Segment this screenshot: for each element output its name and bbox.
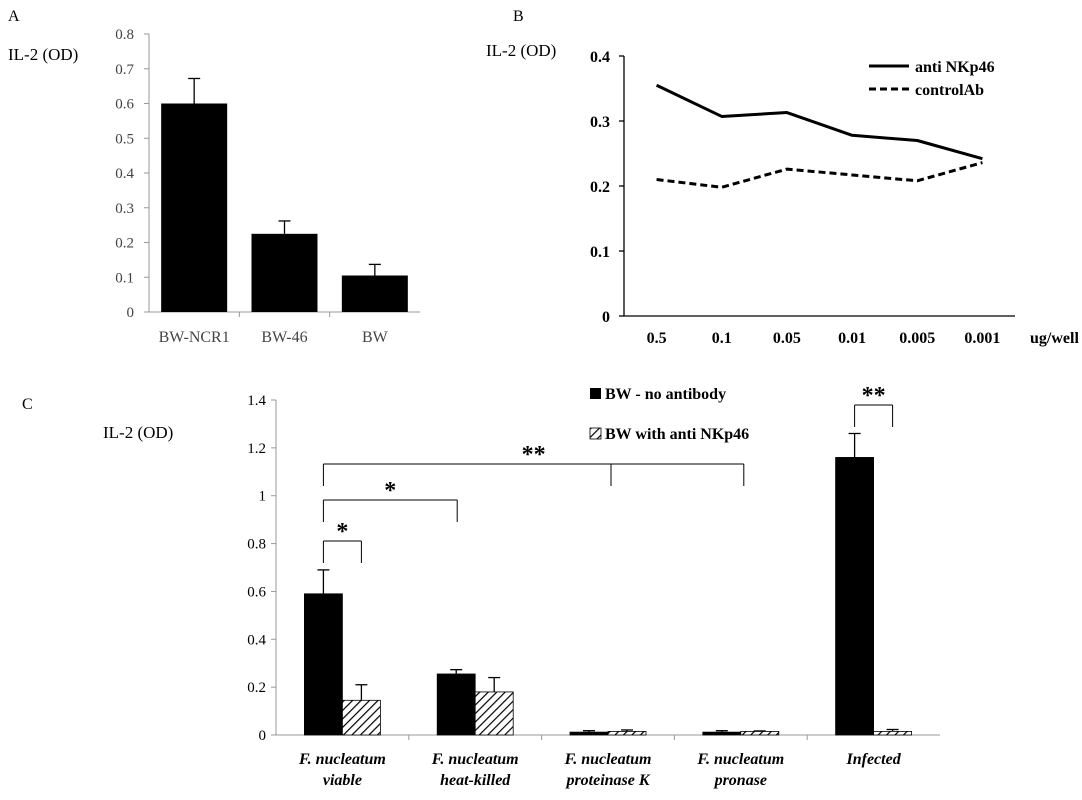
x-tick-label: pronase <box>713 772 767 789</box>
legend-label-anti-nkp46: anti NKp46 <box>915 59 995 76</box>
y-tick-label: 0.8 <box>115 27 134 43</box>
x-tick-label: 0.5 <box>647 330 667 347</box>
y-tick-label: 0.6 <box>115 97 134 113</box>
x-tick-label: BW-46 <box>261 329 307 346</box>
panel-c-letter: C <box>22 396 33 413</box>
bar-no-antibody <box>569 731 609 736</box>
legend-swatch-anti-nkp46 <box>589 427 602 440</box>
y-tick-label: 0.5 <box>115 131 134 147</box>
panel-c-chart: C IL-2 (OD) 0 0.2 0.4 0.6 0.8 1 1.2 1.4 F. nucle… <box>22 383 940 789</box>
x-tick-label: proteinase K <box>564 772 650 789</box>
panel-a-ylabel: IL-2 (OD) <box>8 45 78 64</box>
y-tick-label: 0.4 <box>247 632 266 648</box>
x-tick-label: 0.05 <box>773 330 801 347</box>
y-tick-label: 0.1 <box>115 270 134 286</box>
panel-b-letter: B <box>513 8 524 25</box>
legend-label-controlab: controlAb <box>915 82 984 99</box>
bar-with-anti-nkp46 <box>474 691 514 736</box>
y-tick-label: 0 <box>602 309 610 326</box>
y-tick-label: 0.3 <box>590 114 610 131</box>
bar-with-anti-nkp46 <box>341 699 381 736</box>
y-tick-label: 0.1 <box>590 244 610 261</box>
x-tick-label: 0.01 <box>838 330 866 347</box>
x-tick-label: 0.005 <box>899 330 935 347</box>
panel-b-chart: B IL-2 (OD) 0 0.1 0.2 0.3 0.4 0.5 0.1 0.05 0.01 0… <box>486 8 1079 347</box>
series-line-controlab <box>656 161 983 189</box>
significance-label: ** <box>862 383 886 409</box>
bar-with-anti-nkp46 <box>873 731 912 736</box>
bar <box>161 103 228 312</box>
panel-c-ylabel: IL-2 (OD) <box>103 423 173 442</box>
y-tick-label: 0.7 <box>115 62 134 78</box>
bar-no-antibody <box>835 457 874 736</box>
panel-a-letter: A <box>8 8 20 25</box>
y-tick-label: 0.8 <box>247 537 266 553</box>
panel-c-legend: BW - no antibody BW with anti NKp46 <box>589 386 749 443</box>
y-tick-label: 0 <box>259 728 267 744</box>
bar-no-antibody <box>436 673 476 736</box>
significance-label: ** <box>522 442 546 468</box>
bar-with-anti-nkp46 <box>607 731 647 736</box>
y-tick-label: 0.3 <box>115 201 134 217</box>
legend-swatch-no-antibody <box>590 388 601 399</box>
y-tick-label: 0 <box>127 305 135 321</box>
y-tick-label: 0.4 <box>115 166 134 182</box>
series-line-anti-nkp46 <box>655 83 983 161</box>
panel-b-ylabel: IL-2 (OD) <box>486 41 556 60</box>
x-tick-label: 0.001 <box>964 330 1000 347</box>
x-tick-label: 0.1 <box>712 330 732 347</box>
x-tick-label: viable <box>323 772 362 789</box>
significance-brackets: ****** <box>322 383 894 563</box>
x-tick-label: BW <box>362 329 389 346</box>
x-tick-label: BW-NCR1 <box>159 329 230 346</box>
y-tick-label: 1.2 <box>247 441 266 457</box>
bar-no-antibody <box>303 593 343 736</box>
bar-with-anti-nkp46 <box>740 731 780 736</box>
significance-label: * <box>384 478 396 504</box>
x-tick-label: F. nucleatum <box>564 751 652 768</box>
significance-label: * <box>336 519 348 545</box>
x-tick-label: F. nucleatum <box>696 751 784 768</box>
panel-a-chart: A IL-2 (OD) 0 0.1 0.2 0.3 0.4 0.5 0.6 0.7 0.8 BW… <box>8 8 420 346</box>
panel-b-legend: anti NKp46 controlAb <box>869 59 995 99</box>
bar <box>341 275 408 312</box>
x-tick-label: Infected <box>845 751 901 768</box>
legend-label-no-antibody: BW - no antibody <box>605 386 726 403</box>
x-tick-label: F. nucleatum <box>298 751 386 768</box>
legend-label-with-anti-nkp46: BW with anti NKp46 <box>605 426 749 443</box>
y-tick-label: 0.2 <box>590 179 610 196</box>
bar-no-antibody <box>702 731 742 736</box>
y-tick-label: 0.6 <box>247 584 266 600</box>
x-tick-label: F. nucleatum <box>431 751 519 768</box>
y-tick-label: 1.4 <box>247 393 266 409</box>
y-tick-label: 0.4 <box>590 49 610 66</box>
x-unit-label: ug/well <box>1030 330 1079 347</box>
bar <box>251 233 318 312</box>
y-tick-label: 0.2 <box>115 236 134 252</box>
x-tick-label: heat-killed <box>440 772 511 789</box>
y-tick-label: 1 <box>259 489 267 505</box>
y-tick-label: 0.2 <box>247 680 266 696</box>
